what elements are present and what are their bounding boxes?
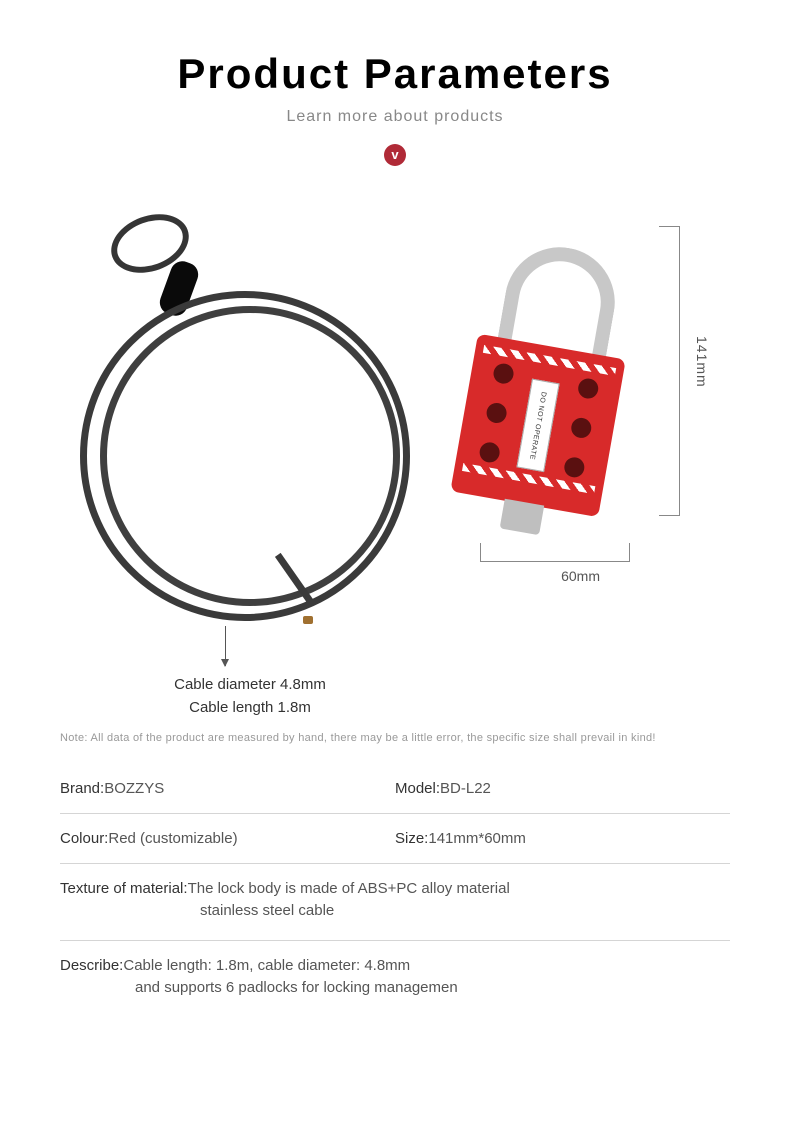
spec-value: Red (customizable) xyxy=(108,830,237,847)
spec-value-line2: and supports 6 padlocks for locking mana… xyxy=(60,974,730,1001)
spec-label: Size: xyxy=(395,830,428,847)
spec-row: Brand:BOZZYS Model:BD-L22 xyxy=(60,764,730,814)
spec-label: Texture of material: xyxy=(60,880,188,897)
spec-value: 141mm*60mm xyxy=(428,830,526,847)
dimension-width-label: 60mm xyxy=(561,568,600,584)
dimension-line-width xyxy=(480,561,630,562)
specs-table: Brand:BOZZYS Model:BD-L22 Colour:Red (cu… xyxy=(0,754,790,1017)
spec-model: Model:BD-L22 xyxy=(395,780,730,797)
dimension-height-label: 141mm xyxy=(694,336,710,388)
measurement-note: Note: All data of the product are measur… xyxy=(0,706,790,754)
cable-arrow-icon xyxy=(225,626,226,666)
spec-describe: Describe:Cable length: 1.8m, cable diame… xyxy=(60,957,730,1001)
lockout-hasp: DO NOT OPERATE xyxy=(442,234,648,538)
spec-label: Brand: xyxy=(60,780,104,797)
spec-brand: Brand:BOZZYS xyxy=(60,780,395,797)
cable-tip-end xyxy=(303,616,313,624)
padlock-hole xyxy=(570,416,593,439)
padlock-hole xyxy=(485,401,508,424)
padlock-hole xyxy=(478,441,501,464)
spec-label: Describe: xyxy=(60,957,123,974)
spec-value: BOZZYS xyxy=(104,780,164,797)
cable-coil-inner xyxy=(100,306,400,606)
spec-label: Colour: xyxy=(60,830,108,847)
dimension-line-height xyxy=(679,226,680,516)
hasp-body: DO NOT OPERATE xyxy=(450,334,626,518)
cable-caption: Cable diameter 4.8mm Cable length 1.8m xyxy=(140,674,360,719)
page-title: Product Parameters xyxy=(0,50,790,98)
cable-diameter-text: Cable diameter 4.8mm xyxy=(174,676,326,693)
spec-value: BD-L22 xyxy=(440,780,491,797)
padlock-hole xyxy=(563,456,586,479)
spec-row: Texture of material:The lock body is mad… xyxy=(60,864,730,941)
padlock-hole xyxy=(492,362,515,385)
header: Product Parameters Learn more about prod… xyxy=(0,0,790,166)
spec-material: Texture of material:The lock body is mad… xyxy=(60,880,730,924)
spec-row: Colour:Red (customizable) Size:141mm*60m… xyxy=(60,814,730,864)
spec-value: Cable length: 1.8m, cable diameter: 4.8m… xyxy=(123,957,410,974)
spec-value: The lock body is made of ABS+PC alloy ma… xyxy=(188,880,510,897)
down-arrow-badge-icon: v xyxy=(384,144,406,166)
padlock-hole xyxy=(577,377,600,400)
hasp-tab xyxy=(500,499,545,535)
spec-colour: Colour:Red (customizable) xyxy=(60,830,395,847)
spec-size: Size:141mm*60mm xyxy=(395,830,730,847)
spec-value-line2: stainless steel cable xyxy=(60,897,730,924)
cable-length-text: Cable length 1.8m xyxy=(189,699,311,716)
spec-label: Model: xyxy=(395,780,440,797)
product-figure: DO NOT OPERATE 141mm 60mm Cable diameter… xyxy=(45,196,745,706)
hasp-warning-label: DO NOT OPERATE xyxy=(516,379,559,472)
page-subtitle: Learn more about products xyxy=(0,108,790,126)
spec-row: Describe:Cable length: 1.8m, cable diame… xyxy=(60,941,730,1017)
